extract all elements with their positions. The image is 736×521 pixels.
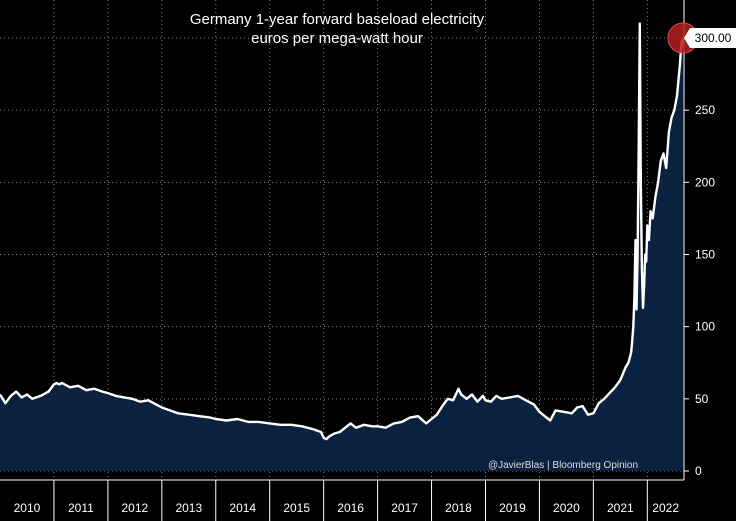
x-tick-label: 2020	[553, 501, 580, 515]
y-tick-label: 0	[695, 464, 702, 478]
area-layer	[0, 22, 685, 471]
series-area	[0, 23, 683, 471]
y-tick-label: 200	[695, 175, 715, 189]
y-tick-label: 150	[695, 248, 715, 262]
x-axis-ticks: 2010 2011 2012 2013 2014 2015 2016 2017 2018 2019…	[14, 480, 679, 521]
x-tick-label: 2014	[229, 501, 256, 515]
latest-value-callout: 300.00	[684, 28, 736, 48]
x-tick-label: 2010	[14, 501, 41, 515]
chart-title: Germany 1-year forward baseload electric…	[190, 11, 485, 28]
grid	[0, 0, 684, 480]
y-axis-ticks: 0 50 100 150 200 250	[684, 103, 715, 478]
x-tick-label: 2013	[175, 501, 202, 515]
x-tick-label: 2021	[607, 501, 634, 515]
x-tick-label: 2018	[445, 501, 472, 515]
y-tick-label: 250	[695, 103, 715, 117]
chart-subtitle: euros per mega-watt hour	[251, 30, 423, 47]
x-tick-label: 2016	[337, 501, 364, 515]
y-tick-label: 100	[695, 320, 715, 334]
x-tick-label: 2017	[391, 501, 418, 515]
chart-credit: @JavierBlas | Bloomberg Opinion	[488, 460, 638, 471]
x-tick-label: 2022	[652, 501, 679, 515]
x-tick-label: 2019	[499, 501, 526, 515]
x-tick-label: 2012	[122, 501, 149, 515]
latest-value-label: 300.00	[695, 31, 732, 45]
series-line	[0, 22, 685, 441]
x-tick-label: 2011	[68, 501, 94, 515]
axes	[0, 0, 685, 481]
y-tick-label: 50	[695, 392, 709, 406]
x-tick-label: 2015	[283, 501, 310, 515]
latest-value-label-bg	[684, 28, 736, 48]
